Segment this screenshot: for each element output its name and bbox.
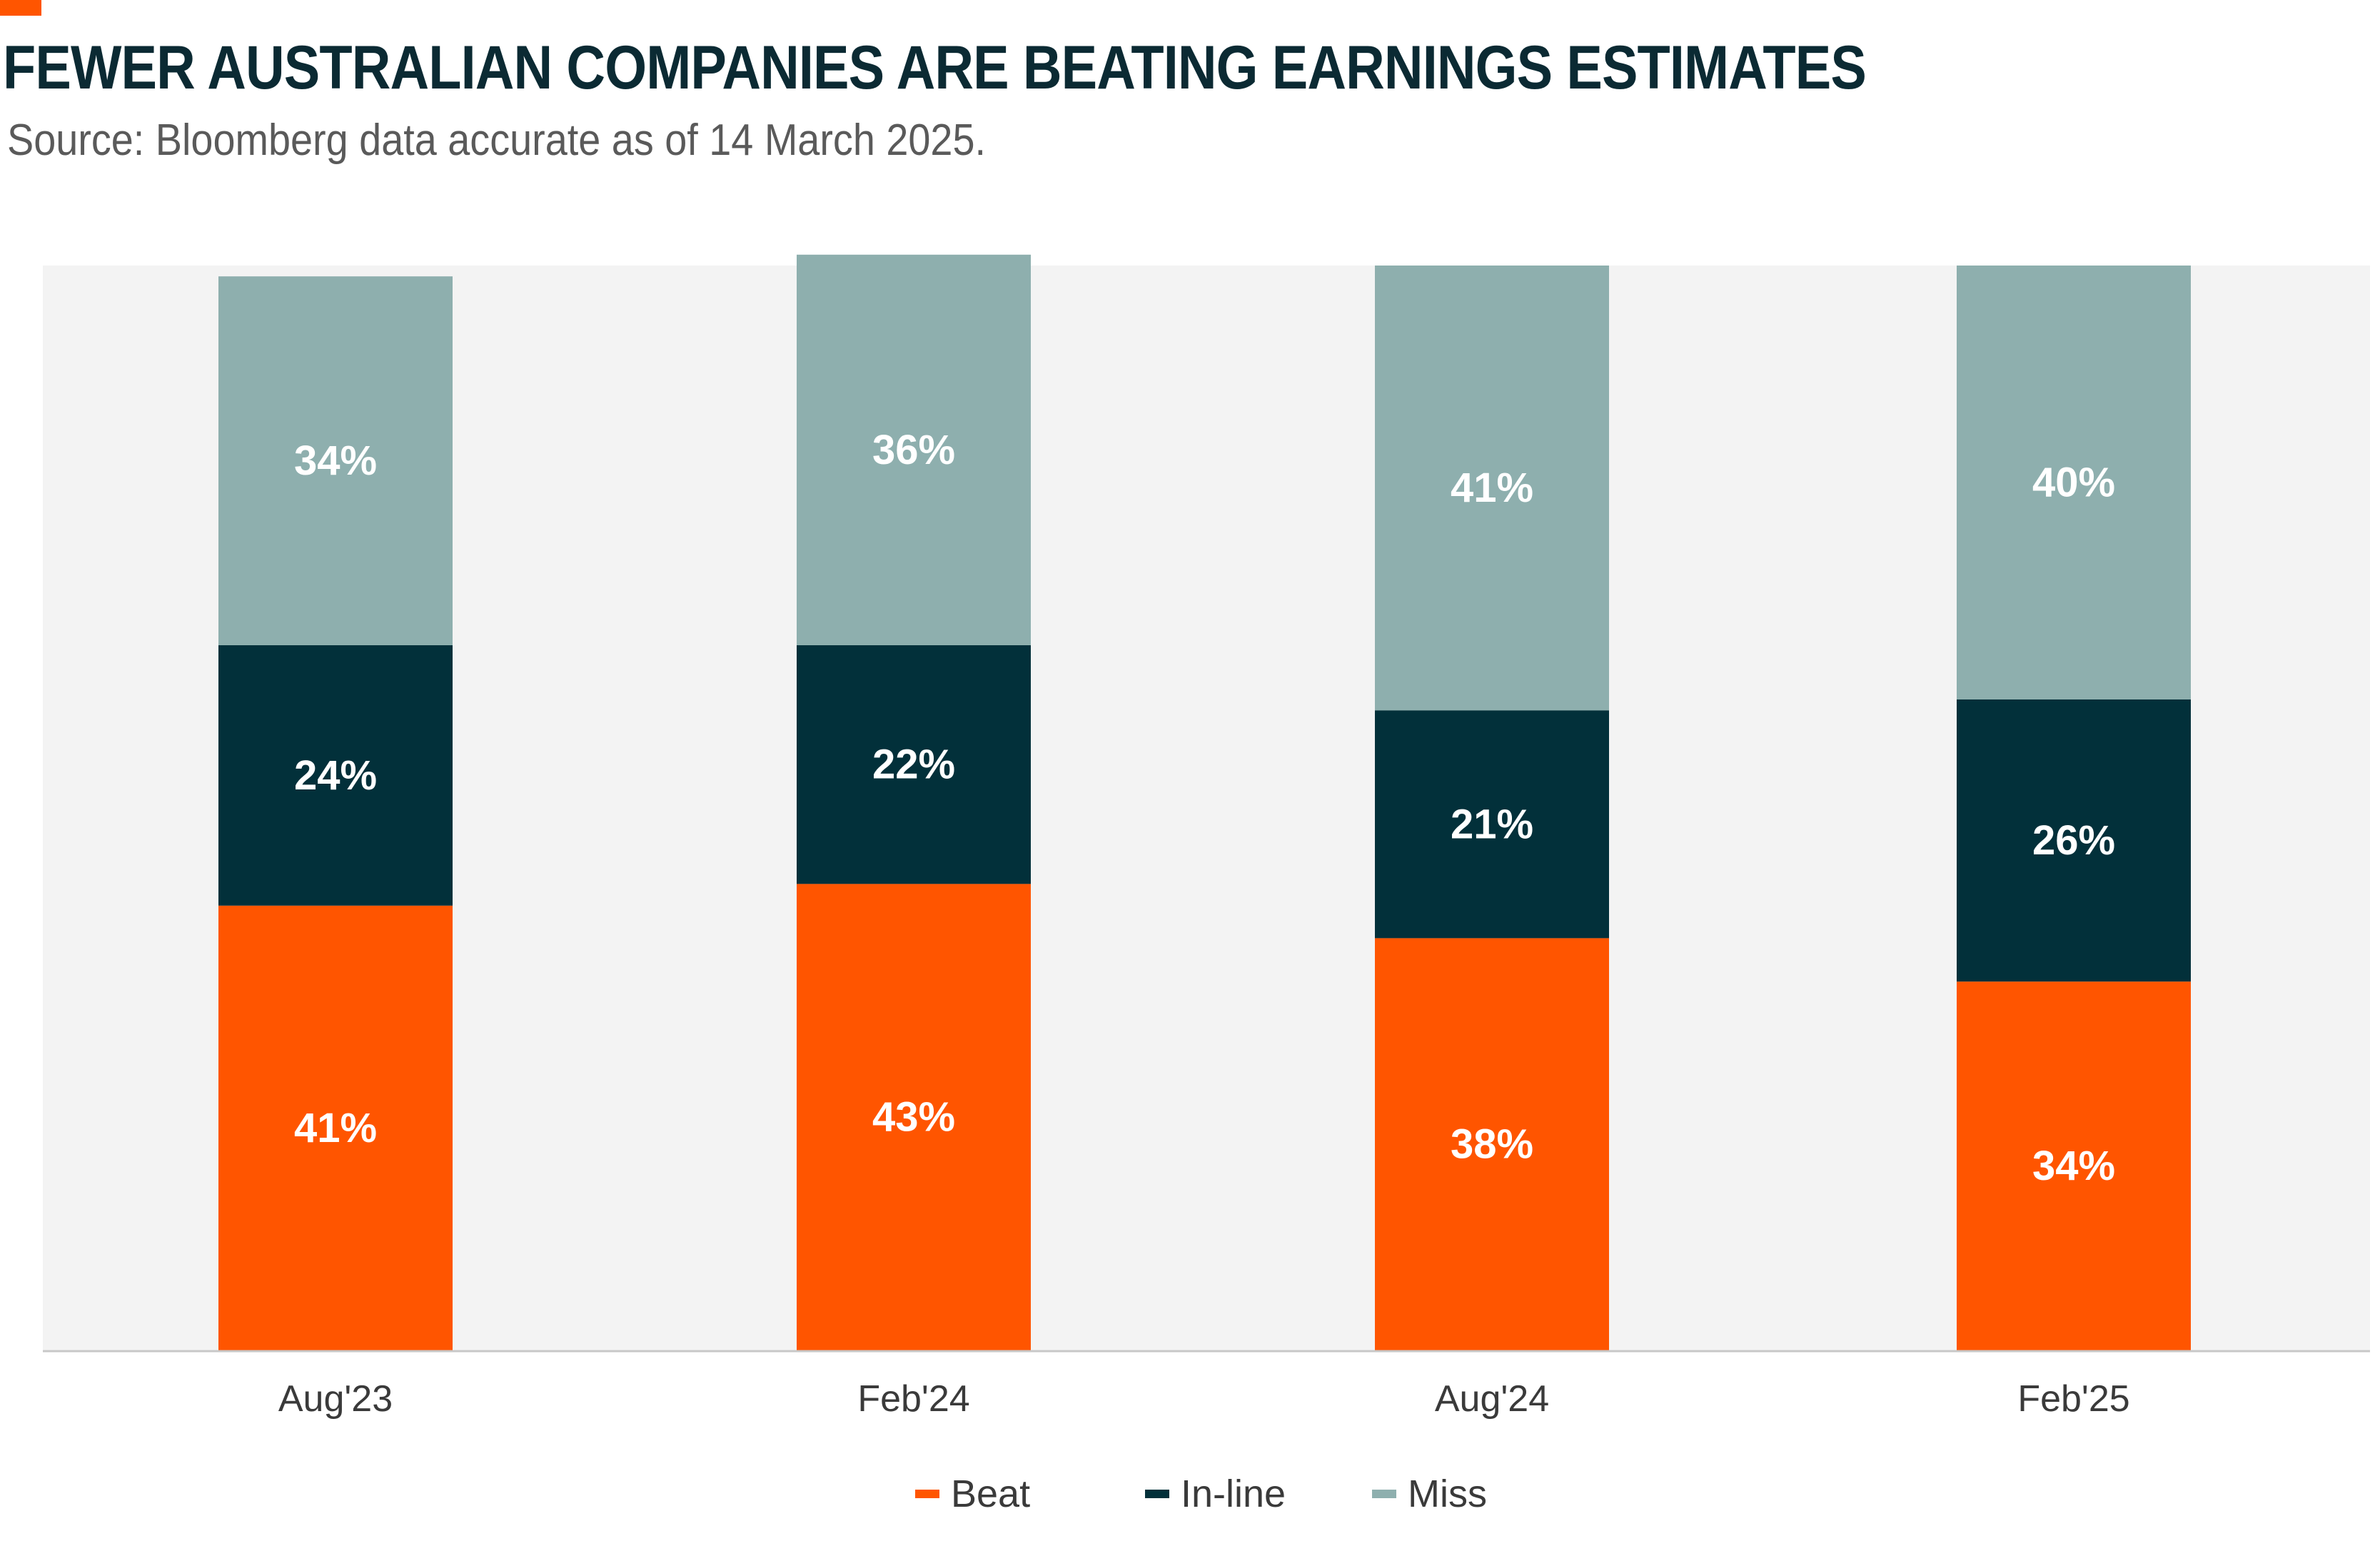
legend-item-beat: Beat <box>915 1469 1030 1519</box>
legend-swatch-beat <box>915 1490 939 1498</box>
legend-label-miss: Miss <box>1408 1472 1487 1515</box>
legend-item-miss: Miss <box>1372 1469 1487 1519</box>
data-label-miss-feb-24: 36% <box>872 427 955 473</box>
legend-label-in-line: In-line <box>1181 1472 1286 1515</box>
data-label-in-line-aug-24: 21% <box>1451 801 1533 847</box>
bar-in-line-feb-24 <box>797 645 1031 884</box>
x-tick-labels-layer: Aug'23 Feb'24 Aug'24 Feb'25 <box>278 1378 2130 1420</box>
data-label-miss-aug-24: 41% <box>1451 465 1533 511</box>
bar-miss-aug-23 <box>218 276 453 645</box>
data-label-in-line-feb-25: 26% <box>2032 817 2115 864</box>
bar-miss-aug-24 <box>1375 266 1609 711</box>
data-label-beat-aug-23: 41% <box>294 1105 377 1151</box>
bar-miss-feb-24 <box>797 254 1031 645</box>
data-label-in-line-feb-24: 22% <box>872 742 955 788</box>
bar-miss-feb-25 <box>1957 266 2191 699</box>
data-label-miss-feb-25: 40% <box>2032 460 2115 506</box>
legend-swatch-miss <box>1372 1490 1396 1498</box>
data-label-beat-aug-24: 38% <box>1451 1121 1533 1168</box>
bar-in-line-aug-24 <box>1375 710 1609 939</box>
data-label-beat-feb-24: 43% <box>872 1094 955 1141</box>
accent-mark <box>0 0 41 16</box>
x-tick-label-feb-25: Feb'25 <box>2017 1378 2129 1420</box>
legend-item-in-line: In-line <box>1145 1469 1286 1519</box>
chart-title: FEWER AUSTRALIAN COMPANIES ARE BEATING E… <box>3 34 1867 102</box>
bars-layer <box>218 254 2191 1350</box>
bar-beat-aug-23 <box>218 905 453 1350</box>
bar-in-line-feb-25 <box>1957 699 2191 982</box>
bar-beat-feb-25 <box>1957 981 2191 1350</box>
x-tick-label-feb-24: Feb'24 <box>857 1378 969 1420</box>
legend-label-beat: Beat <box>951 1472 1031 1515</box>
bar-beat-aug-24 <box>1375 938 1609 1350</box>
legend: Beat In-line Miss <box>0 1469 2380 1519</box>
x-tick-label-aug-23: Aug'23 <box>278 1378 393 1420</box>
chart-subtitle: Source: Bloomberg data accurate as of 14… <box>7 116 987 165</box>
bar-in-line-aug-23 <box>218 645 453 906</box>
bar-beat-feb-24 <box>797 884 1031 1350</box>
x-tick-label-aug-24: Aug'24 <box>1435 1378 1549 1420</box>
data-label-in-line-aug-23: 24% <box>294 752 377 799</box>
data-labels-layer: 41% 24% 34% 43% 22% 36% 38% 21% 41% 34% 26% 40% <box>294 427 2115 1189</box>
legend-swatch-in-line <box>1145 1490 1169 1498</box>
data-label-beat-feb-25: 34% <box>2032 1143 2115 1189</box>
data-label-miss-aug-23: 34% <box>294 438 377 484</box>
